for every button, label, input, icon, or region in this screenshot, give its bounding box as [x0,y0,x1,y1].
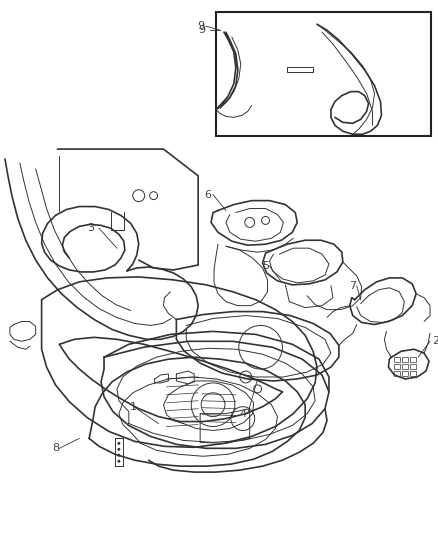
Circle shape [117,454,120,457]
Text: 7: 7 [349,281,356,291]
Bar [394,364,400,369]
Bar [402,371,408,376]
Text: 4: 4 [239,409,246,418]
Text: 9: 9 [198,25,206,35]
Bar [402,357,408,362]
Text: 9: 9 [198,21,205,31]
Text: 8: 8 [52,443,59,454]
Bar [410,371,416,376]
Text: 2: 2 [432,336,438,346]
Circle shape [117,460,120,463]
Text: 3: 3 [88,223,95,233]
Text: 1: 1 [130,402,137,411]
Bar [410,357,416,362]
Text: 5: 5 [262,261,269,271]
Bar [394,371,400,376]
Bar [410,364,416,369]
Bar [402,364,408,369]
Bar [216,12,431,136]
Circle shape [117,448,120,451]
Bar [394,357,400,362]
Circle shape [117,442,120,445]
Text: 6: 6 [205,190,212,200]
